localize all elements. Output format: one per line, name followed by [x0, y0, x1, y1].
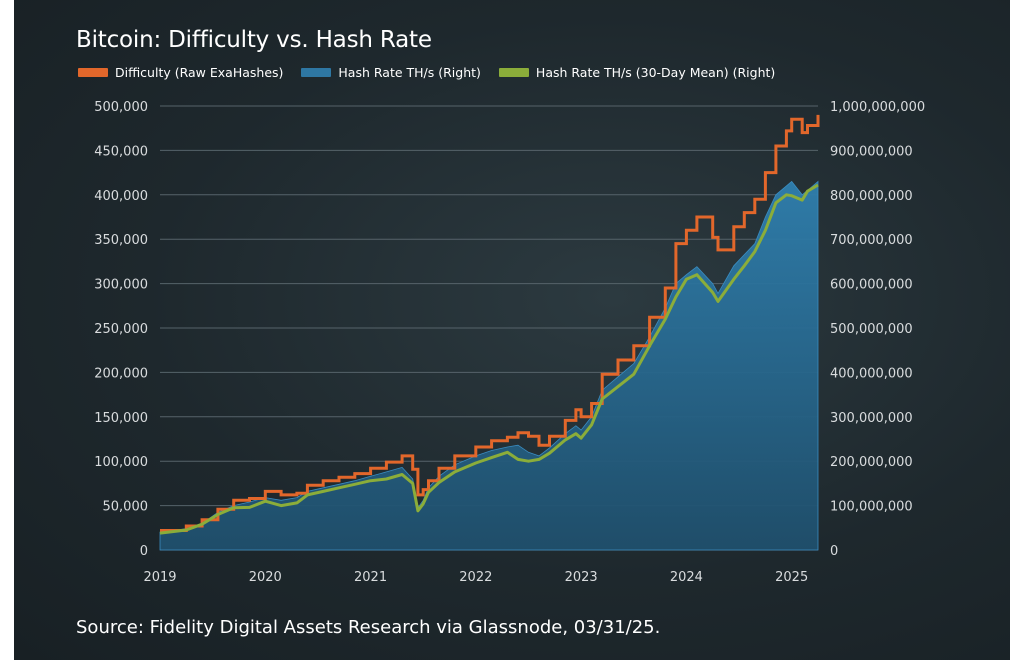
y-right-tick-label: 100,000,000	[830, 500, 913, 515]
hashrate-mean-line	[159, 183, 819, 535]
legend-label-hashrate-mean: Hash Rate TH/s (30-Day Mean) (Right)	[535, 65, 776, 80]
difficulty-line	[160, 114, 820, 532]
y-left-tick-label: 500,000	[94, 100, 148, 115]
y-left-tick-label: 100,000	[94, 455, 148, 470]
y-right-tick-label: 700,000,000	[830, 233, 913, 248]
chart-title: Bitcoin: Difficulty vs. Hash Rate	[76, 27, 432, 53]
y-left-tick-label: 450,000	[94, 144, 148, 159]
y-right-tick-label: 200,000,000	[830, 455, 913, 470]
y-right-tick-label: 900,000,000	[830, 144, 913, 159]
y-right-tick-label: 1,000,000,000	[830, 100, 925, 115]
y-right-tick-label: 300,000,000	[830, 411, 913, 426]
y-left-tick-label: 150,000	[94, 411, 148, 426]
y-left-tick-label: 0	[140, 544, 148, 559]
x-tick-label: 2024	[670, 570, 703, 585]
hashrate-area	[159, 180, 819, 551]
y-right-tick-label: 0	[830, 544, 838, 559]
x-tick-label: 2019	[143, 570, 176, 585]
chart-canvas: 0 0 50,000 100,000,000 100,000 200,000,000 150…	[94, 100, 925, 585]
legend-swatch-hashrate	[301, 68, 332, 77]
legend-swatch-difficulty	[78, 68, 108, 77]
legend-swatch-hashrate-mean	[498, 68, 529, 77]
x-tick-label: 2021	[354, 570, 387, 585]
x-tick-label: 2022	[459, 570, 492, 585]
legend-label-hashrate: Hash Rate TH/s (Right)	[338, 65, 481, 80]
y-right-tick-label: 800,000,000	[830, 189, 913, 204]
x-tick-label: 2020	[249, 570, 282, 585]
y-left-tick-label: 350,000	[94, 233, 148, 248]
legend-item-hashrate: Hash Rate TH/s (Right)	[301, 65, 481, 80]
y-right-tick-label: 400,000,000	[830, 366, 913, 381]
y-left-tick-label: 200,000	[94, 366, 148, 381]
hashrate-area-layer	[159, 180, 819, 551]
y-right-tick-label: 500,000,000	[830, 322, 913, 337]
y-left-tick-label: 400,000	[94, 189, 148, 204]
y-left-tick-label: 250,000	[94, 322, 148, 337]
chart-legend: Difficulty (Raw ExaHashes) Hash Rate TH/…	[78, 65, 793, 80]
y-right-tick-label: 600,000,000	[830, 278, 913, 293]
axis-ticks-layer: 0 0 50,000 100,000,000 100,000 200,000,000 150…	[94, 100, 925, 585]
x-tick-label: 2025	[775, 570, 808, 585]
source-note: Source: Fidelity Digital Assets Research…	[76, 617, 661, 638]
legend-label-difficulty: Difficulty (Raw ExaHashes)	[115, 65, 284, 80]
series-lines-layer	[159, 114, 820, 535]
y-left-tick-label: 300,000	[94, 278, 148, 293]
legend-item-difficulty: Difficulty (Raw ExaHashes)	[78, 65, 283, 80]
legend-item-hashrate-mean: Hash Rate TH/s (30-Day Mean) (Right)	[498, 65, 776, 80]
x-tick-label: 2023	[565, 570, 598, 585]
y-left-tick-label: 50,000	[103, 500, 149, 515]
